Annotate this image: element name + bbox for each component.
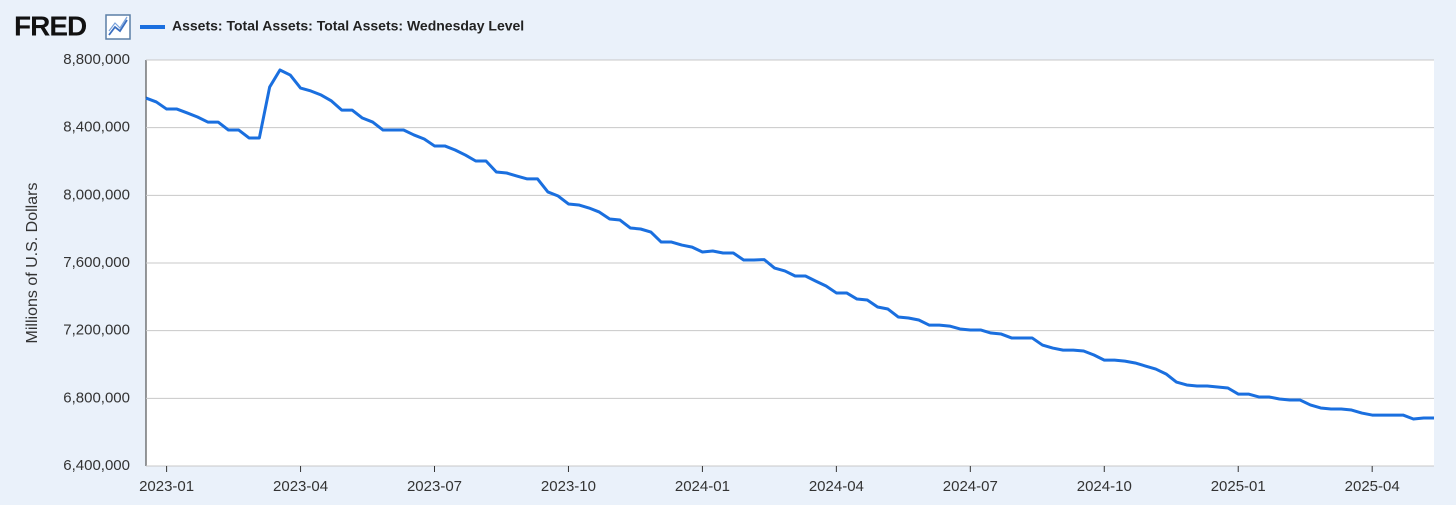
y-tick-label: 8,400,000: [63, 119, 130, 136]
logo-icon: [105, 14, 131, 40]
x-tick-label: 2025-01: [1211, 478, 1266, 495]
legend-label: Assets: Total Assets: Total Assets: Wedn…: [172, 18, 524, 34]
x-tick-label: 2023-01: [139, 478, 194, 495]
y-tick-label: 6,400,000: [63, 457, 130, 474]
y-tick-label: 7,200,000: [63, 322, 130, 339]
x-tick-label: 2023-07: [407, 478, 462, 495]
x-tick-label: 2023-04: [273, 478, 328, 495]
x-tick-label: 2024-10: [1077, 478, 1132, 495]
y-tick-label: 8,000,000: [63, 186, 130, 203]
x-tick-label: 2023-10: [541, 478, 596, 495]
x-tick-label: 2024-07: [943, 478, 998, 495]
y-tick-label: 6,800,000: [63, 389, 130, 406]
logo: FRED: [14, 10, 87, 41]
x-tick-label: 2024-04: [809, 478, 864, 495]
y-tick-label: 8,800,000: [63, 51, 130, 68]
y-tick-label: 7,600,000: [63, 254, 130, 271]
data-line: [145, 68, 1434, 421]
y-axis-title: Millions of U.S. Dollars: [24, 183, 41, 344]
x-tick-label: 2025-04: [1345, 478, 1400, 495]
x-tick-label: 2024-01: [675, 478, 730, 495]
